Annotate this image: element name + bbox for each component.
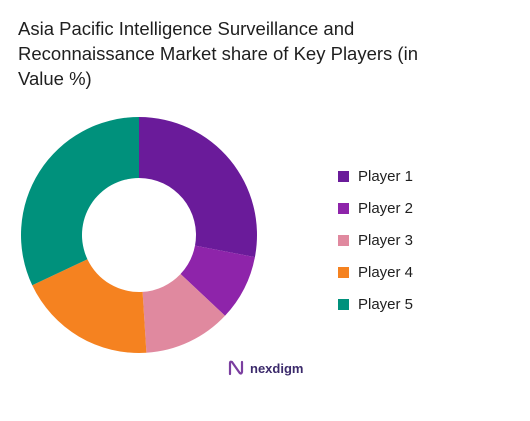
- chart-title-line-1: Asia Pacific Intelligence Surveillance a…: [18, 18, 355, 39]
- donut-slice-player-5: [21, 117, 139, 286]
- nexdigm-logo-icon: [228, 360, 244, 376]
- legend-label: Player 3: [358, 231, 414, 249]
- legend-item-player-2: Player 2: [338, 192, 413, 224]
- legend-item-player-4: Player 4: [338, 256, 413, 288]
- donut-slice-player-2: [180, 245, 255, 316]
- legend-swatch: [338, 170, 349, 182]
- donut-slice-player-4: [32, 259, 147, 353]
- legend-swatch: [338, 234, 349, 246]
- chart-title-line-3: Value %): [18, 68, 92, 89]
- chart-title: Asia Pacific Intelligence Surveillance a…: [18, 16, 488, 91]
- legend-swatch: [338, 266, 349, 278]
- legend-item-player-3: Player 3: [338, 224, 413, 256]
- legend-label: Player 4: [358, 263, 414, 281]
- brand-name: nexdigm: [250, 360, 304, 376]
- chart-legend: Player 1 Player 2 Player 3 Player 4 Player 5: [338, 160, 413, 320]
- brand-logo: nexdigm: [228, 360, 303, 376]
- legend-label: Player 1: [358, 167, 414, 185]
- donut-slice-player-1: [139, 117, 257, 258]
- legend-swatch: [338, 202, 349, 214]
- chart-title-line-2: Reconnaissance Market share of Key Playe…: [18, 43, 418, 64]
- legend-item-player-5: Player 5: [338, 288, 413, 320]
- legend-swatch: [338, 298, 349, 310]
- donut-slice-player-3: [142, 274, 226, 353]
- legend-label: Player 2: [358, 199, 414, 217]
- legend-item-player-1: Player 1: [338, 160, 413, 192]
- legend-label: Player 5: [358, 295, 414, 313]
